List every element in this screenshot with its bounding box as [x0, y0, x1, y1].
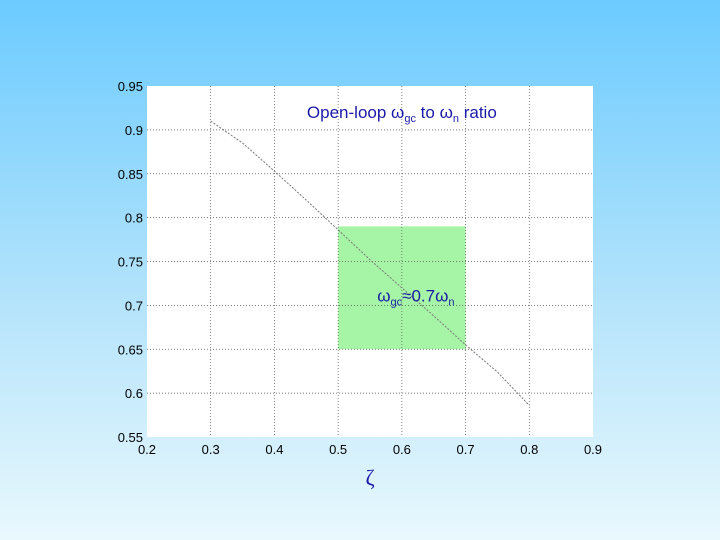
annot-omega-n: ω: [435, 286, 448, 305]
annotation-label: ωgc≈0.7ωn: [377, 286, 454, 308]
annot-omega-gc: ω: [377, 286, 390, 305]
x-tick-labels: 0.2 0.3 0.4 0.5 0.6 0.7 0.8 0.9: [138, 442, 602, 457]
annot-sub-n: n: [448, 296, 454, 308]
y-tick-label: 0.7: [125, 298, 143, 313]
y-tick-label: 0.65: [118, 342, 143, 357]
x-tick-label: 0.7: [457, 442, 475, 457]
y-tick-label: 0.95: [118, 79, 143, 94]
title-mid: to: [416, 103, 440, 122]
x-tick-label: 0.6: [393, 442, 411, 457]
y-tick-label: 0.9: [125, 123, 143, 138]
y-tick-label: 0.85: [118, 167, 143, 182]
x-tick-label: 0.9: [584, 442, 602, 457]
title-omega-n: ω: [440, 103, 453, 122]
annot-mid: ≈0.7: [402, 286, 435, 305]
series-group: [210, 120, 530, 406]
x-axis-label: ζ: [365, 465, 374, 490]
title-sub-gc: gc: [404, 113, 416, 125]
x-tick-label: 0.4: [265, 442, 283, 457]
x-tick-label: 0.3: [202, 442, 220, 457]
y-tick-labels: 0.55 0.6 0.65 0.7 0.75 0.8 0.85 0.9 0.95: [118, 79, 143, 445]
title-prefix: Open-loop: [307, 103, 391, 122]
x-tick-label: 0.8: [520, 442, 538, 457]
x-tick-label: 0.2: [138, 442, 156, 457]
grid: [147, 86, 593, 437]
title-suffix: ratio: [459, 103, 497, 122]
y-tick-label: 0.6: [125, 386, 143, 401]
title-omega-gc: ω: [391, 103, 404, 122]
series-line-0: [210, 120, 530, 406]
chart-title: Open-loop ωgc to ωn ratio: [307, 103, 497, 125]
x-tick-label: 0.5: [329, 442, 347, 457]
y-tick-label: 0.55: [118, 430, 143, 445]
y-tick-label: 0.75: [118, 255, 143, 270]
title-sub-n: n: [453, 113, 459, 125]
annot-sub-gc: gc: [390, 296, 402, 308]
y-tick-label: 0.8: [125, 211, 143, 226]
